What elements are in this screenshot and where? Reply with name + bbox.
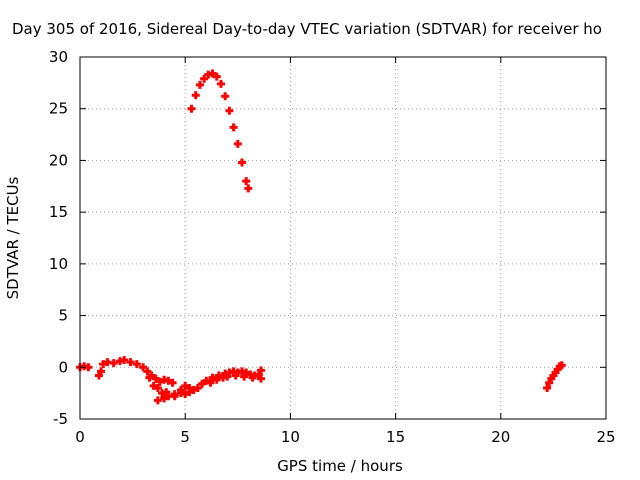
y-tick-label: 25 xyxy=(49,100,68,118)
data-point xyxy=(181,390,190,399)
data-point xyxy=(153,396,162,405)
data-point xyxy=(208,69,217,78)
data-point xyxy=(212,375,221,384)
data-point xyxy=(99,360,108,369)
data-point xyxy=(168,378,177,387)
data-point xyxy=(143,367,152,376)
y-axis-label: SDTVAR / TECUs xyxy=(4,176,22,299)
data-point xyxy=(185,383,194,392)
data-point xyxy=(200,74,209,83)
x-tick-label: 25 xyxy=(596,428,615,446)
data-point xyxy=(256,374,265,383)
data-point xyxy=(221,92,230,101)
data-point xyxy=(145,373,154,382)
data-points xyxy=(76,69,566,405)
data-point xyxy=(132,360,141,369)
x-tick-label: 20 xyxy=(491,428,510,446)
data-point xyxy=(206,378,215,387)
data-point xyxy=(120,356,129,365)
data-point xyxy=(238,158,247,167)
data-point xyxy=(557,361,566,370)
x-tick-label: 10 xyxy=(281,428,300,446)
data-point xyxy=(189,386,198,395)
y-tick-label: 5 xyxy=(58,307,68,325)
data-point xyxy=(139,363,148,372)
x-tick-label: 5 xyxy=(180,428,190,446)
plot-frame xyxy=(79,56,607,420)
data-point xyxy=(231,371,240,380)
data-point xyxy=(198,379,207,388)
data-point xyxy=(216,79,225,88)
data-point xyxy=(187,104,196,113)
y-tick-label: -5 xyxy=(53,410,68,428)
data-point xyxy=(176,386,185,395)
data-point xyxy=(242,177,251,186)
chart-title: Day 305 of 2016, Sidereal Day-to-day VTE… xyxy=(12,20,602,38)
y-tick-label: 0 xyxy=(58,358,68,376)
data-point xyxy=(170,392,179,401)
grid-lines xyxy=(80,57,606,419)
data-point xyxy=(202,376,211,385)
data-point xyxy=(240,372,249,381)
x-axis-label: GPS time / hours xyxy=(277,457,403,475)
data-point xyxy=(191,91,200,100)
data-point xyxy=(164,376,173,385)
x-tick-label: 0 xyxy=(75,428,85,446)
data-point xyxy=(244,184,253,193)
data-point xyxy=(208,373,217,382)
data-point xyxy=(155,377,164,386)
data-point xyxy=(126,358,135,367)
data-point xyxy=(233,139,242,148)
data-point xyxy=(153,383,162,392)
data-point xyxy=(193,383,202,392)
data-point xyxy=(195,80,204,89)
data-point xyxy=(212,72,221,81)
y-tick-label: 30 xyxy=(49,48,68,66)
data-point xyxy=(229,123,238,132)
x-tick-label: 15 xyxy=(386,428,405,446)
y-tick-label: 10 xyxy=(49,255,68,273)
data-point xyxy=(543,383,552,392)
data-point xyxy=(225,106,234,115)
axis-ticks: 0 5 10 15 20 25 -5 0 5 10 15 20 25 30 xyxy=(49,48,616,446)
data-point xyxy=(181,381,190,390)
data-point xyxy=(160,394,169,403)
data-point xyxy=(248,373,257,382)
data-point xyxy=(256,366,265,375)
y-tick-label: 15 xyxy=(49,203,68,221)
data-point xyxy=(109,359,118,368)
data-point xyxy=(149,381,158,390)
data-point xyxy=(223,372,232,381)
data-point xyxy=(97,367,106,376)
y-tick-label: 20 xyxy=(49,151,68,169)
